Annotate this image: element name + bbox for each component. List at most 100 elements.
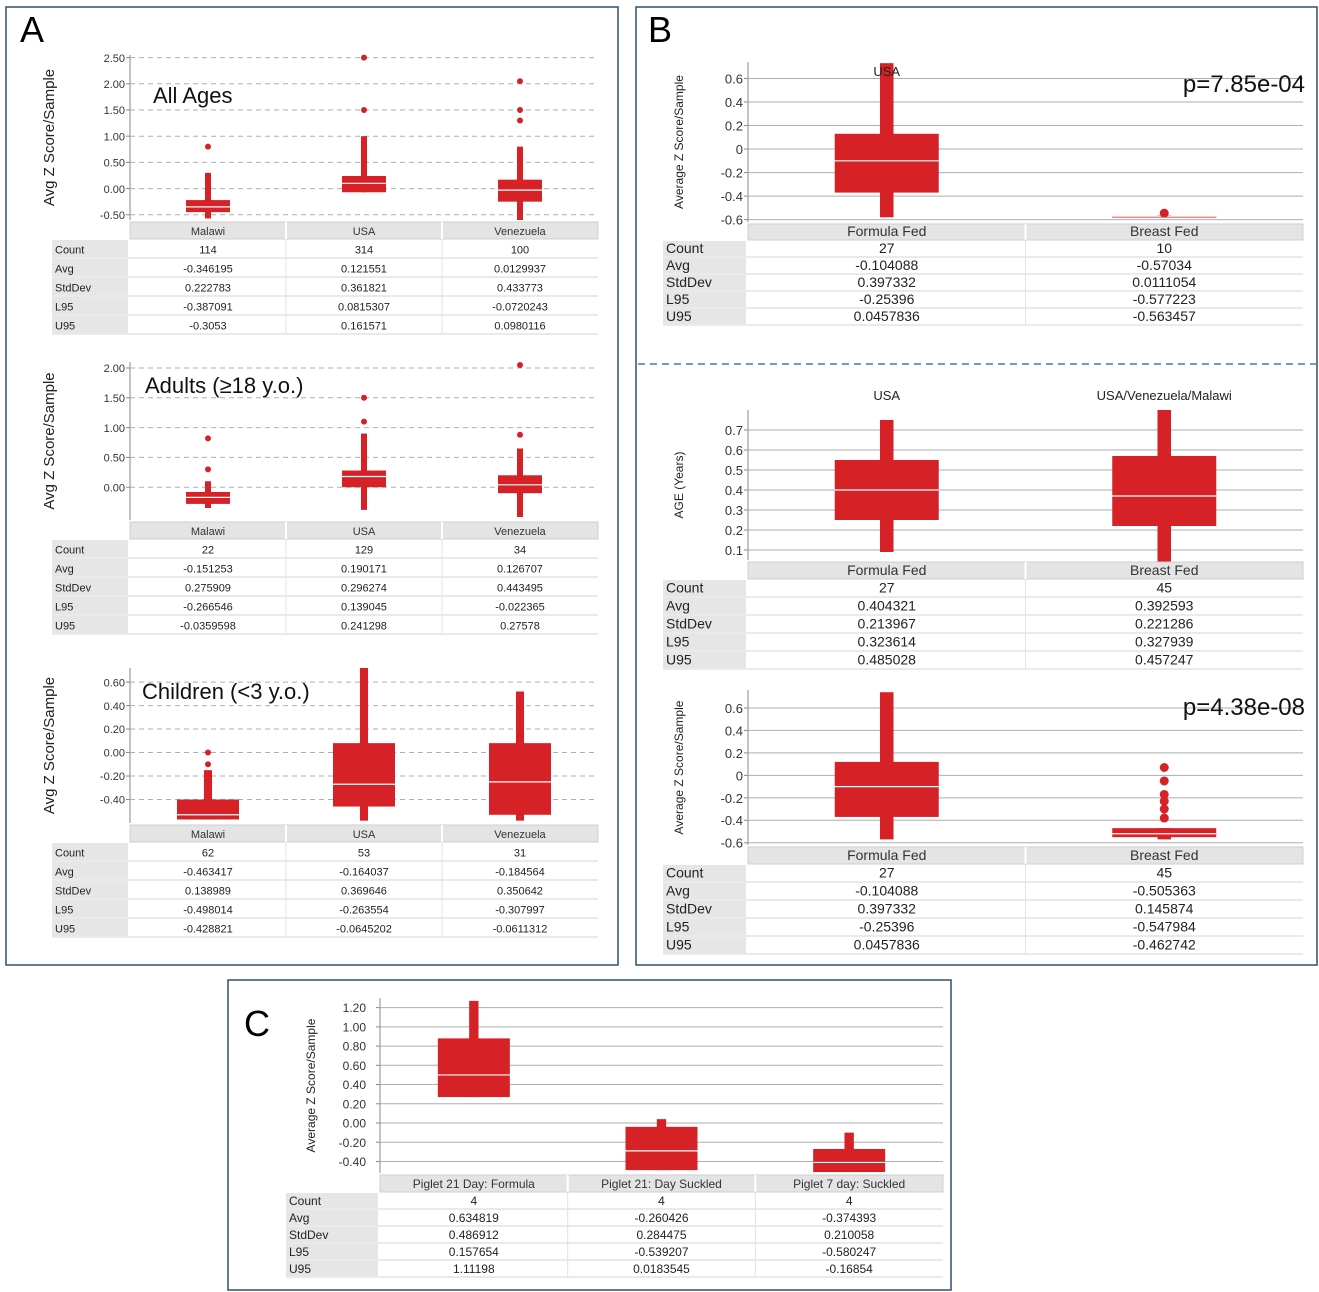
stat-value: 114 bbox=[199, 244, 217, 256]
stat-row-label: L95 bbox=[666, 291, 690, 307]
y-tick-label: 0.00 bbox=[104, 748, 125, 760]
stat-value: 0.369646 bbox=[341, 885, 387, 897]
stat-row-label: U95 bbox=[55, 320, 75, 332]
stat-value: 0.392593 bbox=[1135, 598, 1194, 614]
stat-value: 0.404321 bbox=[858, 598, 917, 614]
y-tick-label: 2.00 bbox=[104, 79, 125, 91]
stat-label-cell bbox=[663, 652, 746, 668]
stat-value: -0.104088 bbox=[855, 257, 918, 273]
stat-row-label: U95 bbox=[666, 937, 692, 953]
y-tick-label: 0.1 bbox=[725, 543, 743, 558]
stat-value: 0.0815307 bbox=[338, 301, 390, 313]
stat-label-cell bbox=[663, 258, 746, 273]
stat-value: -0.260426 bbox=[634, 1211, 688, 1225]
panel-b-frame bbox=[635, 6, 1318, 966]
category-label: Piglet 7 day: Suckled bbox=[793, 1177, 905, 1191]
stat-row-label: U95 bbox=[55, 620, 75, 632]
stat-row-label: Count bbox=[666, 865, 703, 881]
stat-value: 0.284475 bbox=[636, 1228, 686, 1242]
box-formula-fed bbox=[834, 63, 939, 218]
stat-value: -0.374393 bbox=[822, 1211, 876, 1225]
stat-label-cell bbox=[663, 275, 746, 290]
stat-row-label: Avg bbox=[55, 563, 74, 575]
box-body bbox=[177, 799, 239, 820]
stat-row-label: U95 bbox=[55, 923, 75, 935]
box-body bbox=[333, 743, 395, 807]
y-axis-title: Avg Z Score/Sample bbox=[41, 677, 58, 814]
stat-row-label: L95 bbox=[289, 1245, 309, 1259]
stat-label-cell bbox=[52, 919, 128, 936]
stat-value: 10 bbox=[1156, 240, 1172, 256]
stat-value: -0.25396 bbox=[859, 919, 914, 935]
category-label: Formula Fed bbox=[847, 223, 926, 239]
stat-value: 27 bbox=[879, 580, 895, 596]
stat-value: 0.0980116 bbox=[494, 320, 545, 332]
y-tick-label: 0.6 bbox=[725, 71, 743, 86]
y-axis-title: Average Z Score/Sample bbox=[672, 700, 686, 834]
stat-row-label: StdDev bbox=[55, 885, 92, 897]
stat-label-cell bbox=[286, 1261, 378, 1276]
box-piglet-21-day-suckled bbox=[625, 1119, 698, 1171]
stat-value: -0.563457 bbox=[1133, 308, 1196, 324]
stat-row-label: StdDev bbox=[666, 616, 712, 632]
stat-row-label: Avg bbox=[666, 257, 690, 273]
y-tick-label: 0.2 bbox=[725, 746, 743, 761]
stat-value: -0.463417 bbox=[183, 866, 233, 878]
stat-row-label: L95 bbox=[55, 904, 73, 916]
stat-value: 0.323614 bbox=[858, 634, 917, 650]
stat-value: 0.139045 bbox=[341, 601, 387, 613]
y-tick-label: 1.50 bbox=[104, 105, 125, 117]
y-tick-label: 1.20 bbox=[343, 1001, 367, 1015]
stat-value: 0.161571 bbox=[341, 320, 387, 332]
stat-value: -0.266546 bbox=[183, 601, 233, 613]
category-label: Breast Fed bbox=[1130, 847, 1198, 863]
y-tick-label: 1.00 bbox=[343, 1020, 367, 1034]
outlier-point bbox=[205, 466, 211, 473]
stat-value: 129 bbox=[355, 544, 373, 556]
stat-label-cell bbox=[663, 883, 746, 899]
category-label: Malawi bbox=[191, 526, 225, 538]
box-breast-fed bbox=[1112, 208, 1217, 218]
category-label: Piglet 21: Day Suckled bbox=[601, 1177, 722, 1191]
box-body bbox=[342, 176, 386, 193]
y-tick-label: 2.00 bbox=[104, 363, 125, 375]
stat-value: -0.104088 bbox=[855, 883, 918, 899]
chart-subtitle: All Ages bbox=[153, 83, 233, 108]
y-tick-label: -0.20 bbox=[100, 771, 125, 783]
stat-row-label: Count bbox=[55, 244, 84, 256]
box-usa bbox=[342, 54, 386, 193]
stat-value: -0.498014 bbox=[183, 904, 233, 916]
stat-value: 45 bbox=[1156, 865, 1172, 881]
y-tick-label: 0.80 bbox=[343, 1040, 367, 1054]
stat-value: 0.27578 bbox=[500, 620, 540, 632]
y-tick-label: 2.50 bbox=[104, 53, 125, 65]
panel-a-frame bbox=[5, 6, 619, 966]
outlier-point bbox=[205, 761, 211, 768]
stat-value: 0.397332 bbox=[858, 274, 917, 290]
category-header-row bbox=[129, 221, 599, 240]
stat-value: 0.0457836 bbox=[854, 937, 920, 953]
box-piglet-21-day-formula bbox=[437, 1000, 510, 1098]
outlier-point bbox=[517, 431, 523, 438]
stat-label-cell bbox=[52, 843, 128, 860]
stat-value: 0.350642 bbox=[497, 885, 543, 897]
stat-row-label: Avg bbox=[666, 598, 690, 614]
stat-value: 0.327939 bbox=[1135, 634, 1194, 650]
chart-b1: 0.6 0.4 0.2 0 -0.2 -0.4 -0.6 Average Z Score/Sa… bbox=[663, 62, 1305, 326]
chart-a3: 0.60 0.40 0.20 0.00 -0.20 -0.40 Avg Z Score/Sa… bbox=[41, 668, 599, 938]
chart-subtitle: Children (<3 y.o.) bbox=[142, 679, 310, 704]
stat-value: -0.307997 bbox=[495, 904, 545, 916]
y-axis-title: Avg Z Score/Sample bbox=[41, 372, 58, 509]
stat-label-cell bbox=[663, 241, 746, 256]
y-tick-label: -0.6 bbox=[721, 836, 743, 851]
stat-row-label: U95 bbox=[666, 308, 692, 324]
stat-value: 0.0111054 bbox=[1132, 274, 1196, 290]
outlier-point bbox=[1159, 804, 1169, 814]
y-tick-label: 0.60 bbox=[343, 1059, 367, 1073]
box-malawi bbox=[177, 749, 239, 820]
y-tick-label: -0.2 bbox=[721, 791, 743, 806]
stat-label-cell bbox=[52, 559, 128, 576]
stat-value: 27 bbox=[879, 865, 895, 881]
category-label: Breast Fed bbox=[1130, 223, 1198, 239]
stat-value: 0.275909 bbox=[185, 582, 231, 594]
